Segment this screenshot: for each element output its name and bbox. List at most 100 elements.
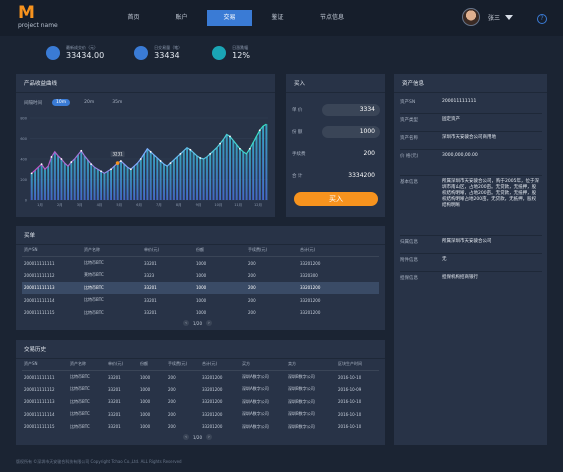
table-cell: 33201200	[202, 386, 223, 392]
table-cell: 1000	[140, 399, 151, 405]
data-point	[90, 163, 93, 166]
bar	[57, 155, 60, 200]
column-header[interactable]: 资产名称	[82, 244, 142, 257]
column-header[interactable]: 单价(元)	[142, 244, 194, 257]
table-row[interactable]: 200011111111 比特币BTC 33201 1000 200 33201200	[22, 257, 379, 270]
table-row[interactable]: 200011111113 比特币BTC 33201 1000 200 33201200 深圳…	[22, 396, 379, 409]
bar	[252, 142, 255, 200]
column-header[interactable]: 份额	[138, 358, 166, 371]
table-cell: 深圳A数字公司	[242, 398, 269, 404]
interval-35m[interactable]: 35m	[112, 100, 123, 105]
bar	[100, 171, 103, 200]
table-row[interactable]: 200011111114 比特币BTC 33201 1000 200 33201200 深圳…	[22, 408, 379, 421]
bar	[222, 139, 225, 200]
bar	[86, 160, 89, 200]
table-row[interactable]: 200011111112 莱特币BTC 3323 1000 200 3320300	[22, 269, 379, 282]
next-page-icon[interactable]: ›	[205, 434, 212, 440]
info-value: 3000,000,00.00	[442, 153, 478, 158]
table-cell: 200	[168, 374, 176, 380]
price-input[interactable]: 3334	[322, 104, 380, 116]
nav-trade[interactable]: 交易	[207, 10, 252, 26]
bar	[136, 163, 139, 200]
qty-input[interactable]: 1000	[322, 126, 380, 138]
bar	[189, 149, 192, 200]
bar	[219, 143, 222, 200]
table-row[interactable]: 200011111111 比特币BTC 33201 1000 200 33201200 深圳…	[22, 371, 379, 384]
bar	[47, 166, 50, 200]
nav-node-info[interactable]: 节点信息	[319, 14, 344, 21]
interval-20m[interactable]: 20m	[84, 100, 95, 105]
next-page-icon[interactable]: ›	[205, 320, 212, 326]
bar	[186, 147, 189, 200]
column-header[interactable]: 卖方	[286, 358, 336, 371]
logo[interactable]: M project name	[18, 5, 58, 30]
column-header[interactable]: 资产SN	[22, 244, 82, 257]
stat-label: 最新成交价（元）	[66, 45, 98, 50]
prev-page-icon[interactable]: ‹	[183, 434, 189, 440]
column-header[interactable]: 份额	[194, 244, 246, 257]
table-cell: 33201200	[300, 310, 321, 316]
table-cell: 比特币BTC	[84, 260, 104, 265]
table-cell: 比特币BTC	[70, 398, 90, 404]
column-header[interactable]: 区块生产时间	[336, 358, 379, 371]
annotation-box	[110, 151, 125, 158]
table-cell: 200	[168, 424, 176, 430]
table-cell: 深圳A数字公司	[242, 423, 269, 429]
bar	[228, 136, 231, 200]
info-key: 资产名称	[400, 136, 418, 141]
table-cell: 1000	[196, 310, 207, 316]
nav-home[interactable]: 首页	[127, 14, 140, 21]
table-cell: 33201	[108, 399, 121, 405]
column-header[interactable]: 合计(元)	[200, 358, 240, 371]
column-header[interactable]: 手续费(元)	[246, 244, 298, 257]
buy-button[interactable]: 买入	[294, 192, 378, 206]
price-icon	[46, 46, 60, 60]
help-icon[interactable]: ?	[537, 14, 547, 24]
column-header[interactable]: 手续费(元)	[166, 358, 200, 371]
column-header[interactable]: 单价(元)	[106, 358, 138, 371]
table-cell: 200011111112	[24, 272, 55, 278]
bar	[159, 161, 162, 200]
bar	[129, 169, 132, 200]
user-name[interactable]: 张三	[488, 14, 501, 22]
bar	[182, 150, 185, 200]
bar	[30, 173, 33, 200]
bar	[149, 151, 152, 200]
qty-label: 份 额	[292, 130, 303, 135]
column-header[interactable]: 买方	[240, 358, 286, 371]
table-cell: 200	[168, 386, 176, 392]
table-cell: 深圳B数字公司	[288, 398, 315, 404]
data-point	[139, 158, 142, 160]
chevron-down-icon[interactable]	[505, 14, 514, 20]
column-header[interactable]: 资产SN	[22, 358, 68, 371]
table-row[interactable]: 200011111113 比特币BTC 33201 1000 200 33201200	[22, 281, 379, 294]
nav-verify[interactable]: 鉴证	[271, 14, 284, 21]
table-cell: 200011111113	[22, 281, 82, 294]
prev-page-icon[interactable]: ‹	[183, 320, 189, 326]
stat-value: 33434	[154, 51, 180, 60]
table-cell: 1000	[196, 260, 207, 266]
table-row[interactable]: 200011111114 比特币BTC 33201 1000 200 33201200	[22, 294, 379, 307]
table-row[interactable]: 200011111112 比特币BTC 33201 1000 200 33201200 深圳…	[22, 383, 379, 396]
avatar[interactable]	[462, 8, 480, 26]
column-header[interactable]: 资产名称	[68, 358, 106, 371]
stats-bar: 最新成交价（元） 33434.00 日交易量（笔） 33434 日涨跌幅 12%	[46, 45, 280, 61]
buy-panel: 买入 单 价 3334 份 额 1000 手续费 200 合 计 3334200…	[286, 74, 385, 217]
interval-10m[interactable]: 10m	[52, 99, 71, 106]
table-row[interactable]: 200011111115 比特币BTC 33201 1000 200 33201200 深圳…	[22, 421, 379, 434]
table-cell: 200011111111	[24, 374, 55, 380]
column-header[interactable]: 合计(元)	[298, 244, 379, 257]
nav-account[interactable]: 账户	[175, 14, 188, 21]
table-cell: 3323	[144, 272, 155, 278]
bar	[162, 164, 165, 200]
data-point	[129, 168, 132, 171]
user-menu[interactable]: 张三	[462, 8, 514, 26]
bar	[76, 154, 79, 200]
data-point	[189, 148, 192, 151]
table-row[interactable]: 200011111115 比特币BTC 33201 1000 200 33201200	[22, 307, 379, 320]
trade-history-table: 资产SN 资产名称 单价(元) 份额 手续费(元) 合计(元) 买方 卖方 区块生产时间 2000…	[22, 358, 379, 433]
y-tick-label: 800	[20, 117, 27, 121]
table-cell: 比特币BTC	[82, 281, 142, 294]
table-cell: 33201	[144, 310, 157, 316]
data-point	[60, 158, 63, 160]
